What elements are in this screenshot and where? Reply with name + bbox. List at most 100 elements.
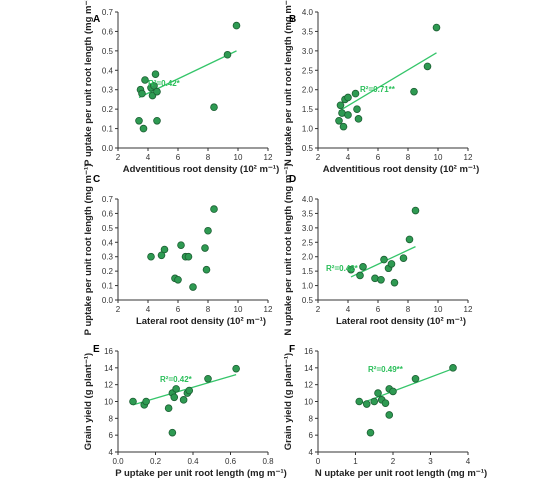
y-axis-label-d: N uptake per unit root length (mg m⁻¹) xyxy=(283,163,294,335)
x-tick-label-f: 1 xyxy=(353,457,358,466)
y-tick-label-e: 6 xyxy=(109,431,114,440)
data-point-a xyxy=(153,87,161,96)
data-point-f xyxy=(370,397,379,406)
data-point-c xyxy=(210,205,218,213)
data-point-f xyxy=(385,411,394,419)
x-tick-label-b: 2 xyxy=(316,153,321,162)
data-point-a xyxy=(232,21,241,30)
data-point-f xyxy=(355,397,364,406)
data-point-e xyxy=(170,393,179,402)
x-tick-label-b: 12 xyxy=(464,153,473,162)
x-tick-label-c: 8 xyxy=(206,305,211,314)
y-tick-label-d: 1.0 xyxy=(302,282,314,291)
data-point-d xyxy=(347,265,355,274)
x-axis-label-b: Adventitious root density (10² m⁻¹) xyxy=(323,164,480,175)
panel-label-c: C xyxy=(93,174,100,185)
y-axis-label-c: P uptake per unit root length (mg m⁻¹) xyxy=(83,164,94,336)
data-point-c xyxy=(202,265,211,274)
x-tick-label-b: 4 xyxy=(346,153,351,162)
y-tick-label-d: 2.0 xyxy=(302,253,314,262)
y-tick-label-b: 0.5 xyxy=(302,144,314,153)
x-tick-label-c: 6 xyxy=(176,305,181,314)
data-point-b xyxy=(351,89,360,98)
x-tick-label-d: 6 xyxy=(376,305,381,314)
y-tick-label-f: 14 xyxy=(304,364,313,373)
x-tick-label-b: 10 xyxy=(434,153,443,162)
regression-line-b xyxy=(338,52,437,112)
data-point-b xyxy=(353,105,361,113)
data-point-a xyxy=(139,124,148,133)
data-point-e xyxy=(142,397,150,406)
y-tick-label-e: 14 xyxy=(104,364,113,373)
data-point-f xyxy=(411,374,420,383)
data-point-e xyxy=(172,385,180,393)
x-axis-label-a: Adventitious root density (10² m⁻¹) xyxy=(123,164,280,175)
y-tick-label-a: 0.7 xyxy=(102,8,114,17)
data-point-a xyxy=(151,70,160,78)
data-point-c xyxy=(177,241,185,249)
data-point-a xyxy=(138,89,146,98)
y-tick-label-a: 0.2 xyxy=(102,105,114,114)
data-point-f xyxy=(449,364,457,372)
data-point-e xyxy=(168,428,177,437)
data-point-a xyxy=(150,82,158,90)
data-point-a xyxy=(210,103,218,111)
y-tick-label-d: 1.5 xyxy=(302,267,314,276)
x-tick-label-a: 8 xyxy=(206,153,211,162)
data-point-c xyxy=(147,252,155,261)
data-point-c xyxy=(184,252,193,261)
x-tick-label-c: 12 xyxy=(264,305,273,314)
panel-a: 2 4 6 8 10 12 0.0 0.1 0.2 0.3 0.4 0.5 0.6 0.7 Adventit… xyxy=(83,0,279,175)
data-point-b xyxy=(344,111,352,119)
data-point-b xyxy=(423,62,432,71)
panel-label-f: F xyxy=(289,344,295,355)
data-point-b xyxy=(344,93,352,102)
y-tick-label-c: 0.3 xyxy=(102,253,114,262)
x-axis-label-e: P uptake per unit root length (mg m⁻¹) xyxy=(115,468,287,479)
y-tick-label-c: 0.2 xyxy=(102,267,114,276)
data-point-f xyxy=(389,387,397,396)
y-tick-label-d: 4.0 xyxy=(302,195,314,204)
y-axis-label-e: Grain yield (g plant⁻¹) xyxy=(83,353,94,450)
y-tick-label-b: 3.0 xyxy=(302,47,314,56)
x-tick-label-a: 4 xyxy=(146,153,151,162)
y-tick-label-c: 0.1 xyxy=(102,282,114,291)
x-tick-label-d: 4 xyxy=(346,305,351,314)
r2-annotation-b: R²=0.71** xyxy=(360,85,396,94)
panel-label-a: A xyxy=(93,14,100,25)
y-axis-label-b: N uptake per unit root length (mg m⁻¹) xyxy=(283,0,294,166)
x-tick-label-f: 4 xyxy=(466,457,471,466)
y-tick-label-b: 1.5 xyxy=(302,105,314,114)
y-axis-label-f: Grain yield (g plant⁻¹) xyxy=(283,353,294,450)
x-tick-label-f: 2 xyxy=(391,457,396,466)
data-point-d xyxy=(380,255,388,264)
y-tick-label-a: 0.1 xyxy=(102,125,114,134)
panel-c: 2 4 6 8 10 12 0.0 0.1 0.2 0.3 0.4 0.5 0.6 0.7 Lateral … xyxy=(83,164,273,336)
x-tick-label-a: 12 xyxy=(264,153,273,162)
data-point-e xyxy=(129,397,137,406)
data-point-c xyxy=(174,275,182,284)
panel-label-b: B xyxy=(289,14,296,25)
y-tick-label-b: 4.0 xyxy=(302,8,314,17)
y-tick-label-e: 10 xyxy=(104,398,113,407)
y-tick-label-e: 8 xyxy=(109,414,114,423)
x-tick-label-a: 10 xyxy=(234,153,243,162)
r2-annotation-d: R²=0.42* xyxy=(326,264,359,273)
y-tick-label-c: 0.0 xyxy=(102,296,114,305)
r2-annotation-a: R²=0.42* xyxy=(148,79,181,88)
data-point-b xyxy=(410,87,418,96)
x-tick-label-c: 4 xyxy=(146,305,151,314)
data-point-a xyxy=(153,117,161,125)
data-point-f xyxy=(374,389,382,397)
data-point-c xyxy=(160,245,169,254)
y-tick-label-f: 16 xyxy=(304,347,313,356)
data-point-a xyxy=(223,50,232,59)
data-point-d xyxy=(387,260,396,268)
data-point-c xyxy=(201,244,209,252)
y-tick-label-e: 4 xyxy=(109,448,114,457)
data-point-e xyxy=(164,404,173,413)
y-tick-label-c: 0.4 xyxy=(102,238,114,247)
data-point-d xyxy=(359,263,367,271)
y-tick-label-c: 0.5 xyxy=(102,224,114,233)
